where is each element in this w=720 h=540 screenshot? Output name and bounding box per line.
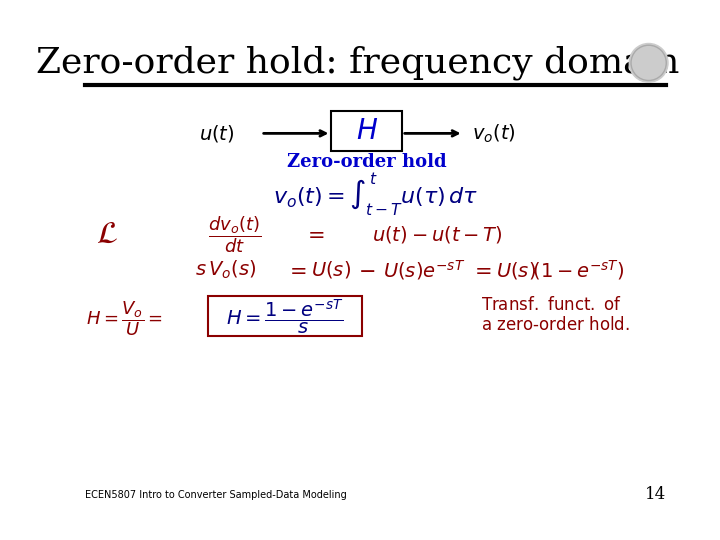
Text: $U(s)e^{-sT}$: $U(s)e^{-sT}$ — [383, 258, 465, 282]
Text: $\mathcal{L}$: $\mathcal{L}$ — [96, 220, 117, 249]
Text: $\mathrm{Transf.\ funct.\ of}$: $\mathrm{Transf.\ funct.\ of}$ — [481, 296, 622, 314]
Text: 14: 14 — [645, 486, 666, 503]
Text: $\dfrac{dv_o(t)}{dt}$: $\dfrac{dv_o(t)}{dt}$ — [207, 214, 261, 255]
Text: Zero-order hold: frequency domain: Zero-order hold: frequency domain — [36, 45, 680, 80]
Circle shape — [629, 44, 668, 82]
FancyBboxPatch shape — [208, 296, 362, 336]
Text: $u(t) - u(t-T)$: $u(t) - u(t-T)$ — [372, 224, 503, 245]
Text: $H$: $H$ — [356, 118, 378, 145]
Text: $=$: $=$ — [303, 225, 325, 244]
Text: $U(s)$: $U(s)$ — [311, 260, 351, 280]
Text: $H = \dfrac{1-e^{-sT}}{s}$: $H = \dfrac{1-e^{-sT}}{s}$ — [226, 297, 343, 336]
Text: $u(t)$: $u(t)$ — [199, 123, 235, 144]
Text: $=$: $=$ — [285, 260, 307, 280]
Text: Zero-order hold: Zero-order hold — [287, 153, 446, 172]
FancyBboxPatch shape — [331, 111, 402, 151]
Text: $v_o(t) = \int_{t-T}^{t} u(\tau)\,d\tau$: $v_o(t) = \int_{t-T}^{t} u(\tau)\,d\tau$ — [273, 171, 478, 219]
Text: $-$: $-$ — [358, 260, 375, 280]
Text: $H = \dfrac{V_o}{U} =$: $H = \dfrac{V_o}{U} =$ — [86, 299, 163, 338]
Text: $U(s)\!\left(1-e^{-sT}\right)$: $U(s)\!\left(1-e^{-sT}\right)$ — [496, 258, 625, 282]
Text: $\mathrm{a\ zero\text{-}order\ hold.}$: $\mathrm{a\ zero\text{-}order\ hold.}$ — [481, 316, 630, 334]
Text: $s\,V_o(s)$: $s\,V_o(s)$ — [195, 259, 256, 281]
Text: $v_o(t)$: $v_o(t)$ — [472, 122, 516, 145]
Text: $=$: $=$ — [470, 260, 492, 280]
Text: ECEN5807 Intro to Converter Sampled-Data Modeling: ECEN5807 Intro to Converter Sampled-Data… — [84, 490, 346, 500]
